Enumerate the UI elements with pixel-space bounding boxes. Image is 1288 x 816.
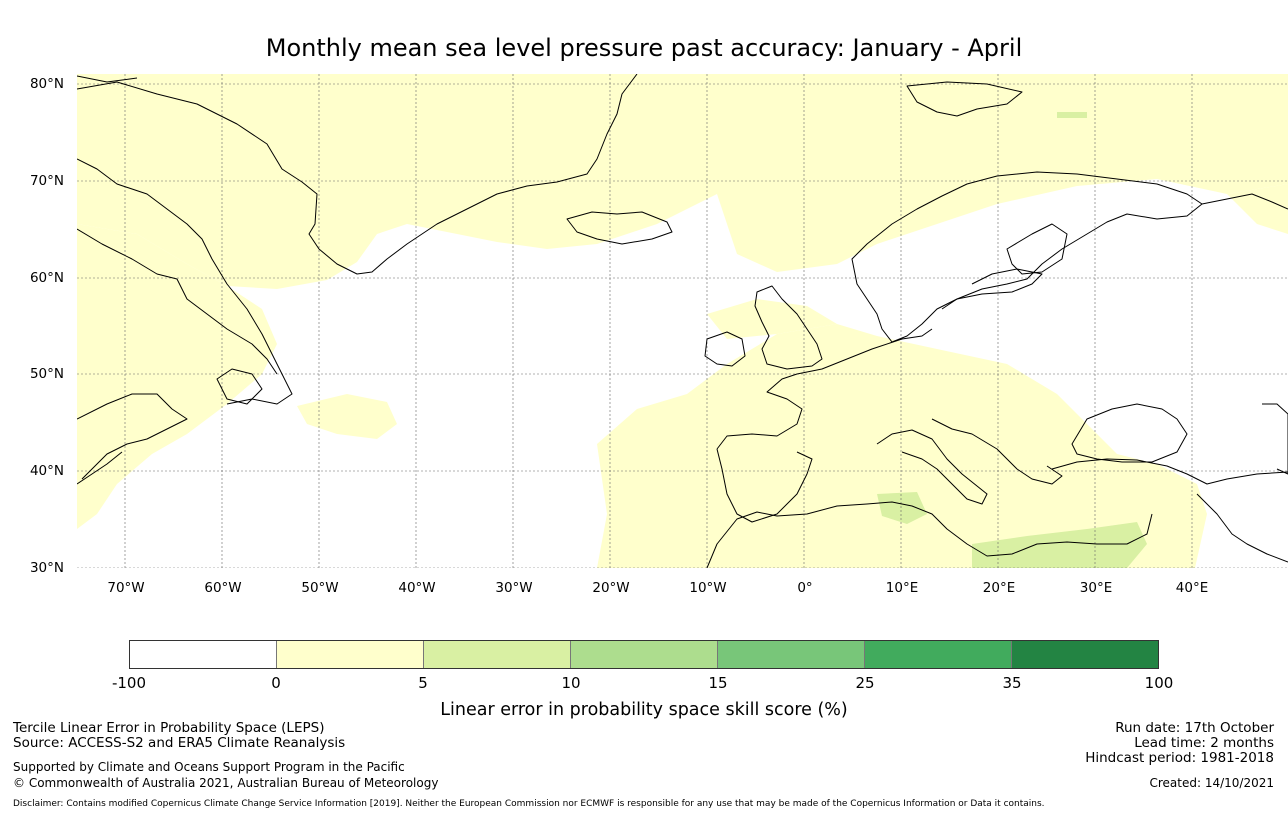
footer-run-date: Run date: 17th October: [1115, 720, 1274, 736]
chart-title: Monthly mean sea level pressure past acc…: [265, 34, 1023, 62]
coast-finland: [1006, 223, 1068, 275]
lat-label-60n: 60°N: [29, 270, 64, 286]
coast-russia-arctic: [1201, 193, 1288, 210]
skill-fill-layer: [77, 74, 1288, 568]
lon-label-20w: 20°W: [592, 580, 630, 596]
colorbar-segment: [130, 641, 277, 668]
lat-label-40n: 40°N: [29, 463, 64, 479]
lat-label-50n: 50°N: [29, 366, 64, 382]
colorbar-tick: -100: [111, 674, 147, 692]
coast-svalbard: [906, 81, 1023, 117]
coast-levant: [1196, 493, 1288, 563]
skill-region-greenland: [77, 74, 717, 289]
coast-uk: [754, 285, 823, 370]
colorbar-segment: [571, 641, 718, 668]
coast-ireland: [704, 331, 746, 367]
skill-region-mid-atlantic: [297, 394, 397, 439]
coast-caspian: [1262, 403, 1288, 475]
lon-label-40e: 40°E: [1175, 580, 1209, 596]
lon-label-70w: 70°W: [107, 580, 145, 596]
skill-fill-layer-5to10: [877, 112, 1147, 568]
lon-label-10e: 10°E: [885, 580, 919, 596]
skill-region-east-med: [972, 522, 1147, 568]
coast-us-east: [77, 451, 123, 485]
skill-map-canvas: [77, 74, 1288, 568]
lat-label-30n: 30°N: [29, 560, 64, 576]
coast-black-sea: [1071, 403, 1188, 463]
graticule: [77, 74, 1288, 568]
footer-source: Source: ACCESS-S2 and ERA5 Climate Reana…: [13, 735, 346, 751]
coast-newfoundland: [216, 368, 263, 405]
colorbar-segment: [424, 641, 571, 668]
lon-label-40w: 40°W: [398, 580, 436, 596]
colorbar-segment: [718, 641, 865, 668]
coast-greenland: [77, 74, 638, 275]
skill-region-misc: [1057, 112, 1087, 118]
colorbar-tick: 15: [708, 674, 728, 692]
coastlines: [77, 74, 1288, 568]
lon-label-0: 0°: [797, 580, 813, 596]
coast-greenland-north: [77, 75, 138, 83]
footer-hindcast: Hindcast period: 1981-2018: [1085, 750, 1274, 766]
coast-labrador: [77, 228, 278, 375]
colorbar-tick: 100: [1144, 674, 1174, 692]
colorbar-tick: 5: [418, 674, 428, 692]
colorbar-segment: [277, 641, 424, 668]
colorbar-tick: 0: [271, 674, 281, 692]
coast-north-africa: [706, 501, 1153, 568]
colorbar-segment: [865, 641, 1012, 668]
lon-label-60w: 60°W: [204, 580, 242, 596]
colorbar-tick: 35: [1002, 674, 1022, 692]
coast-italy: [876, 429, 988, 505]
lat-label-70n: 70°N: [29, 173, 64, 189]
lon-label-50w: 50°W: [301, 580, 339, 596]
coast-turkey: [1051, 458, 1288, 485]
footer-copyright: © Commonwealth of Australia 2021, Austra…: [13, 776, 439, 790]
lat-label-80n: 80°N: [29, 76, 64, 92]
colorbar-tick: 10: [561, 674, 581, 692]
colorbar-label: Linear error in probability space skill …: [440, 700, 848, 720]
footer-created: Created: 14/10/2021: [1149, 776, 1274, 790]
footer-disclaimer: Disclaimer: Contains modified Copernicus…: [13, 799, 1045, 809]
coast-france-iberia: [716, 328, 933, 450]
footer-method: Tercile Linear Error in Probability Spac…: [13, 720, 325, 736]
lon-label-20e: 20°E: [982, 580, 1016, 596]
coast-scandinavia: [851, 171, 1203, 343]
skill-region-east-atlantic: [597, 324, 1207, 568]
skill-region-north-sea: [707, 299, 837, 339]
lon-label-30w: 30°W: [495, 580, 533, 596]
coast-baltic: [941, 268, 1043, 310]
lon-label-10w: 10°W: [689, 580, 727, 596]
coast-iberia: [716, 448, 813, 523]
skill-region-arctic-east: [717, 74, 1288, 272]
colorbar: [129, 640, 1159, 669]
footer-lead-time: Lead time: 2 months: [1134, 735, 1274, 751]
coast-iceland: [566, 211, 673, 245]
coast-baffin: [77, 158, 293, 405]
footer-support: Supported by Climate and Oceans Support …: [13, 760, 405, 774]
colorbar-segment: [1012, 641, 1158, 668]
coast-nova-scotia: [77, 393, 188, 480]
skill-region-west-atlantic: [77, 224, 277, 529]
skill-map: [77, 74, 1288, 568]
lon-label-30e: 30°E: [1079, 580, 1113, 596]
skill-region-east: [1227, 184, 1288, 234]
coast-balkans: [931, 418, 1063, 485]
skill-region-libya: [877, 492, 927, 524]
colorbar-tick: 25: [855, 674, 875, 692]
